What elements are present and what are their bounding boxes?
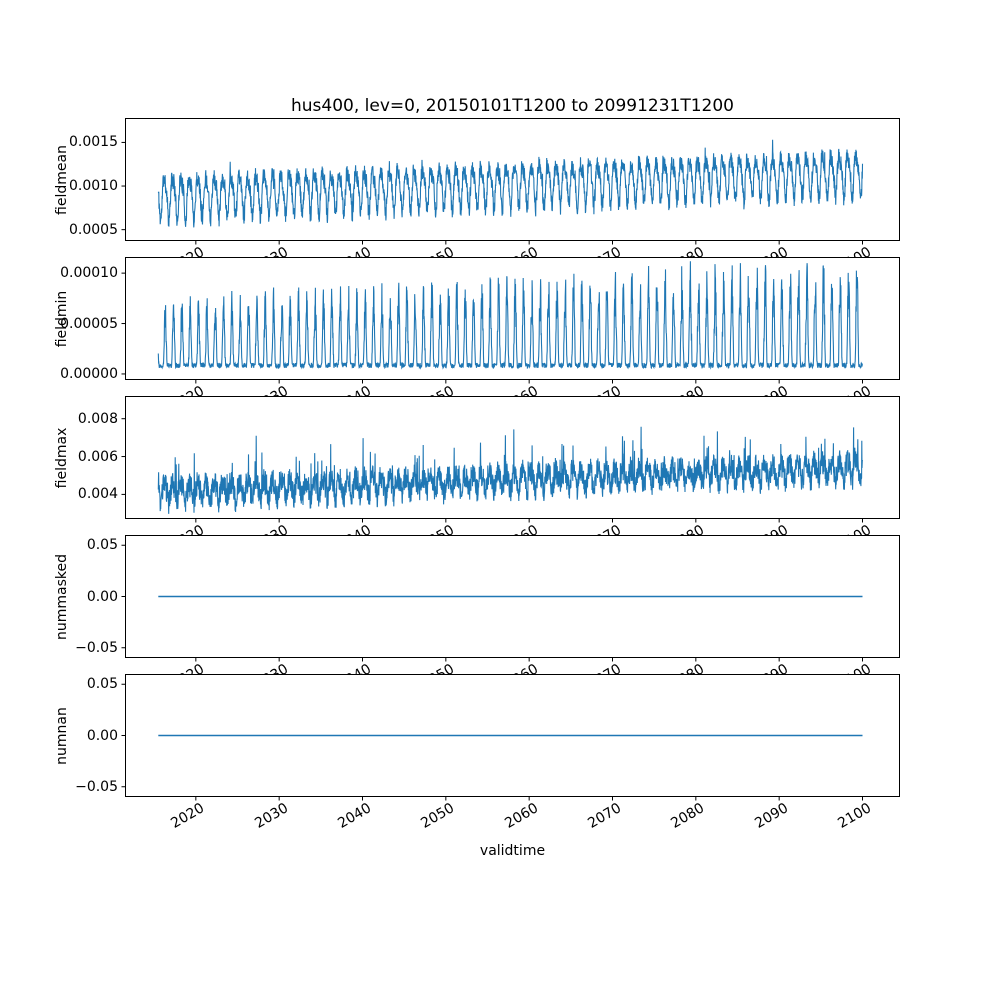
axes-fieldmin [121,257,900,384]
x-tick-label: 2050 [418,800,458,832]
x-tick-label: 2070 [585,800,624,832]
x-tick-label: 2060 [501,800,541,832]
y-tick-label: −0.05 [75,639,118,656]
y-tick-label: 0.0010 [69,178,118,195]
x-tick-label: 2090 [751,800,791,832]
x-tick-label: 2080 [668,800,708,832]
x-axis-label: validtime [479,843,546,859]
y-axis-label-fieldmax: fieldmax [54,427,70,488]
y-tick-label: 0.0005 [69,221,118,238]
y-tick-label: 0.0015 [69,134,118,151]
series-line-fieldmax [157,426,864,514]
axes-numnan [121,674,900,801]
y-tick-label: 0.00 [86,588,118,605]
y-tick-label: 0.05 [86,676,118,693]
series-line-fieldmean [157,139,864,228]
axes-nummasked [121,535,900,662]
x-tick-label: 2100 [835,800,874,832]
y-tick-label: −0.05 [75,778,118,795]
axes-frame [125,396,900,519]
y-tick-label: 0.004 [77,486,118,503]
y-tick-label: 0.00010 [60,265,118,282]
y-tick-label: 0.006 [77,448,118,465]
y-tick-label: 0.00005 [60,315,118,332]
x-tick-label: 2030 [251,800,291,832]
axes-fieldmean [121,118,900,245]
y-tick-label: 0.05 [86,537,118,554]
axes-frame [125,257,900,380]
y-axis-label-numnan: numnan [54,706,70,765]
series-line-fieldmin [157,261,863,370]
x-tick-label: 2020 [168,800,208,832]
y-tick-label: 0.00 [86,727,118,744]
y-axis-label-fieldmean: fieldmean [54,144,70,215]
y-tick-label: 0.008 [77,410,118,427]
y-axis-label-nummasked: nummasked [54,553,70,640]
axes-fieldmax [121,396,900,523]
x-tick-label: 2040 [335,800,374,832]
figure-title: hus400, lev=0, 20150101T1200 to 20991231… [291,96,734,116]
y-tick-label: 0.00000 [60,365,118,382]
